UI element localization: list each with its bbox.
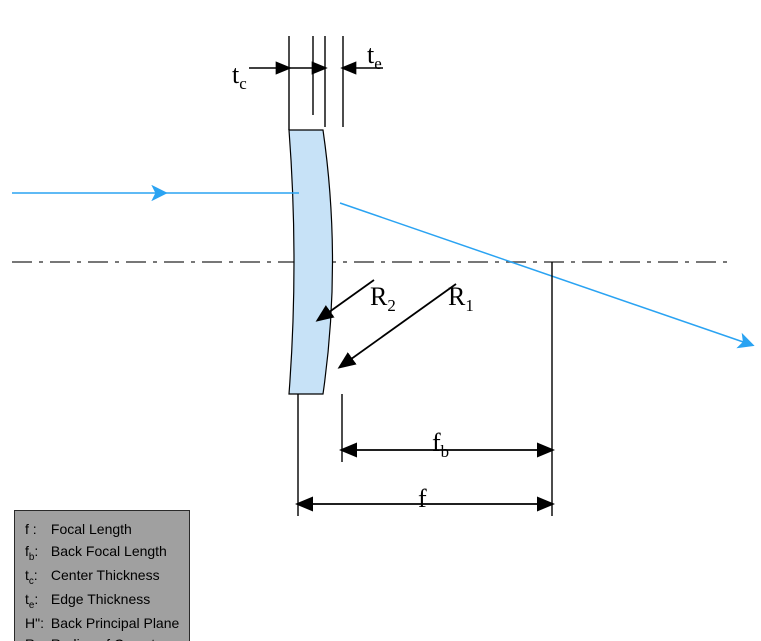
legend-symbol: fb: <box>25 541 47 565</box>
f-label: f <box>418 484 427 514</box>
fb-label: fb <box>432 428 449 462</box>
te-label: te <box>367 40 382 74</box>
legend-row: te: Edge Thickness <box>25 589 179 613</box>
legend-symbol: te: <box>25 589 47 613</box>
legend-row: H": Back Principal Plane <box>25 613 179 635</box>
legend-symbol: H": <box>25 613 47 635</box>
legend-desc: Back Focal Length <box>47 543 167 559</box>
legend-desc: Center Thickness <box>47 567 160 583</box>
legend-symbol: R : <box>25 634 47 641</box>
legend-symbol: f : <box>25 519 47 541</box>
legend-row: fb: Back Focal Length <box>25 541 179 565</box>
legend-row: f : Focal Length <box>25 519 179 541</box>
legend-desc: Radius of Curvature <box>47 636 175 641</box>
legend-desc: Edge Thickness <box>47 591 150 607</box>
legend-row: tc: Center Thickness <box>25 565 179 589</box>
legend-row: R : Radius of Curvature <box>25 634 179 641</box>
r1-label: R1 <box>448 282 474 316</box>
tc-label: tc <box>232 60 247 94</box>
lens-shape <box>289 130 333 394</box>
legend-desc: Back Principal Plane <box>47 615 179 631</box>
r1-pointer <box>340 284 456 367</box>
legend-box: f : Focal Lengthfb: Back Focal Lengthtc:… <box>14 510 190 641</box>
legend-symbol: tc: <box>25 565 47 589</box>
r2-label: R2 <box>370 282 396 316</box>
legend-desc: Focal Length <box>47 521 132 537</box>
